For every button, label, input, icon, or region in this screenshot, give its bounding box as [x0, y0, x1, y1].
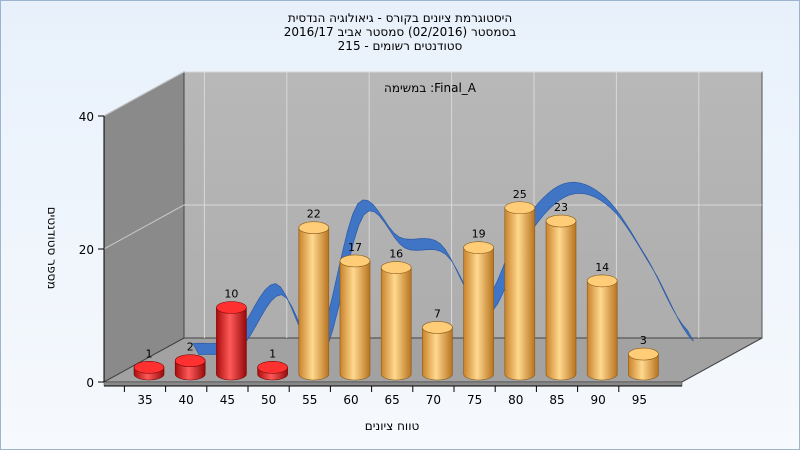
bar-value-label: 22 — [307, 208, 321, 221]
bar-60: 17 — [339, 241, 371, 381]
x-tick-label: 35 — [137, 393, 152, 407]
axes-layer: 0 20 40 35 40 45 50 55 60 65 70 75 80 85 90 95 — [79, 110, 682, 407]
bar-top — [216, 301, 247, 314]
bar-body — [586, 280, 618, 381]
bar-value-label: 2 — [187, 341, 194, 354]
bar-value-label: 14 — [595, 261, 609, 274]
chart-title-line-3: סטודנטים רשומים - 215 — [338, 39, 463, 53]
bar-top — [545, 214, 577, 228]
bar-body — [216, 307, 247, 381]
bar-35: 1 — [133, 347, 165, 381]
bar-value-label: 7 — [434, 307, 441, 320]
bar-top — [586, 274, 618, 288]
bars-layer: 1 2 10 1 22 17 16 7 19 25 23 14 3 — [133, 188, 659, 381]
bar-top — [422, 321, 453, 334]
bar-80: 25 — [504, 188, 536, 381]
x-axis-title: טווח ציונים — [365, 419, 420, 433]
bar-body — [504, 207, 536, 381]
bar-body — [463, 247, 494, 381]
bar-top — [133, 361, 165, 374]
bar-top — [504, 201, 536, 215]
x-tick-label: 45 — [220, 393, 235, 407]
bar-90: 14 — [586, 261, 618, 381]
bar-top — [174, 354, 206, 368]
bar-value-label: 19 — [472, 228, 486, 241]
x-tick-label: 95 — [632, 393, 647, 407]
bar-top — [339, 254, 371, 268]
bar-70: 7 — [422, 307, 453, 381]
x-tick-label: 80 — [508, 393, 523, 407]
bar-95: 3 — [628, 334, 659, 381]
bar-top — [463, 241, 494, 254]
bar-top — [380, 261, 412, 274]
bar-value-label: 23 — [554, 201, 568, 214]
bar-top — [298, 221, 330, 234]
bar-45: 10 — [216, 288, 247, 381]
chart-title-line-2: בסמסטר (02/2016) סמסטר אביב 2016/17 — [284, 25, 516, 39]
bar-40: 2 — [174, 341, 206, 381]
bar-value-label: 17 — [348, 241, 362, 254]
bar-55: 22 — [298, 208, 330, 381]
bar-value-label: 25 — [513, 188, 527, 201]
bar-value-label: 16 — [389, 248, 403, 261]
x-tick-label: 60 — [343, 393, 358, 407]
x-tick-label: 50 — [261, 393, 276, 407]
h-gridline-side — [103, 71, 185, 117]
bar-value-label: 1 — [269, 347, 276, 360]
bar-50: 1 — [257, 347, 288, 381]
bar-body — [628, 353, 659, 381]
bar-body — [380, 267, 412, 381]
x-tick-label: 75 — [467, 393, 482, 407]
bar-body — [422, 327, 453, 381]
bar-75: 19 — [463, 228, 494, 381]
y-axis-title: מספר סטודנטים — [45, 207, 59, 290]
y-tick-label: 20 — [79, 243, 94, 257]
chart-floor-edge — [103, 381, 683, 387]
y-tick-label: 0 — [86, 376, 94, 390]
bar-body — [339, 260, 371, 381]
bar-value-label: 3 — [640, 334, 647, 347]
task-annotation: במשימה :Final_A — [384, 81, 477, 95]
x-tick-label: 90 — [591, 393, 606, 407]
x-tick-label: 55 — [302, 393, 317, 407]
chart-title-line-1: היסטוגרמת ציונים בקורס - גיאולוגיה הנדסי… — [288, 11, 512, 25]
x-tick-label: 40 — [179, 393, 194, 407]
bar-value-label: 1 — [146, 347, 153, 360]
x-tick-label: 85 — [549, 393, 564, 407]
bar-top — [628, 347, 659, 361]
bar-body — [298, 227, 330, 381]
x-tick-label: 70 — [426, 393, 441, 407]
h-gridline-side — [103, 204, 185, 250]
bar-85: 23 — [545, 201, 577, 381]
bar-65: 16 — [380, 248, 412, 381]
bar-value-label: 10 — [224, 288, 238, 301]
bar-top — [257, 361, 288, 374]
x-tick-label: 65 — [385, 393, 400, 407]
bar-body — [545, 220, 577, 381]
y-tick-label: 40 — [79, 110, 94, 124]
